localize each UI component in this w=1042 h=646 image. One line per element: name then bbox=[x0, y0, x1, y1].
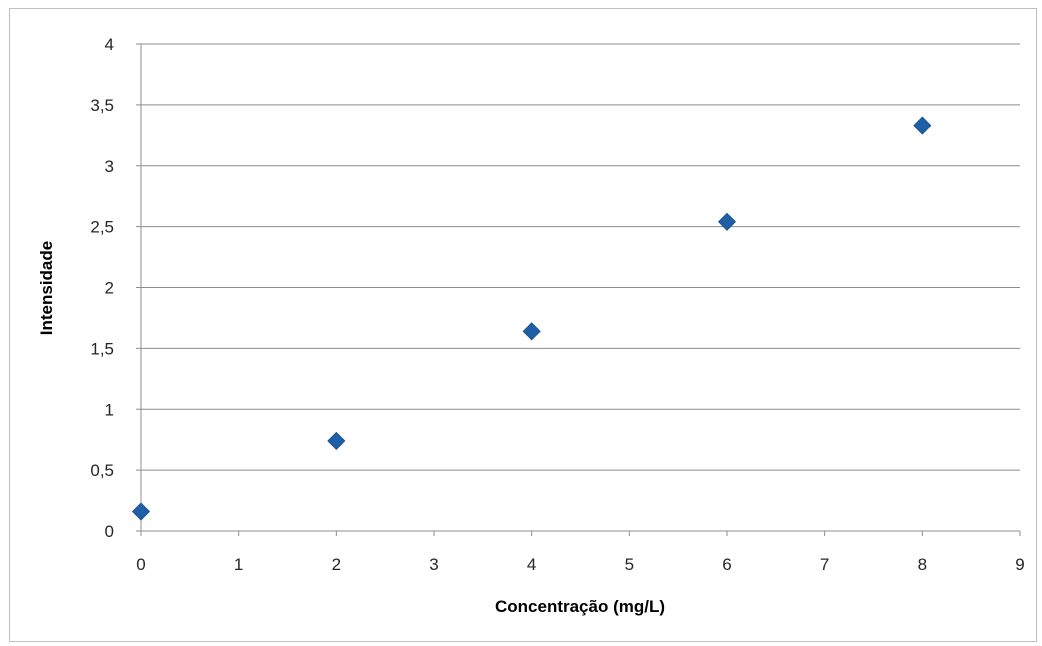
y-tick-label: 4 bbox=[105, 35, 114, 54]
x-tick-label: 6 bbox=[722, 555, 731, 574]
x-tick-label: 4 bbox=[527, 555, 536, 574]
x-tick-label: 9 bbox=[1015, 555, 1024, 574]
x-tick-label: 7 bbox=[820, 555, 829, 574]
x-tick-label: 0 bbox=[136, 555, 145, 574]
chart-area bbox=[9, 8, 1037, 642]
y-tick-label: 0 bbox=[105, 522, 114, 541]
gridlines bbox=[141, 43, 1020, 471]
data-point-marker bbox=[327, 431, 346, 450]
x-tick-label: 1 bbox=[234, 555, 243, 574]
x-tick-label: 8 bbox=[918, 555, 927, 574]
data-point-marker bbox=[913, 116, 932, 135]
data-points bbox=[131, 116, 932, 521]
x-tick-labels: 0 1 2 3 4 5 6 7 8 9 bbox=[136, 555, 1024, 574]
x-axis-title: Concentração (mg/L) bbox=[495, 597, 665, 616]
y-tick-label: 1 bbox=[105, 400, 114, 419]
x-tick-label: 2 bbox=[332, 555, 341, 574]
data-point-marker bbox=[522, 322, 541, 341]
x-tick-label: 5 bbox=[625, 555, 634, 574]
y-tick-labels: 0 0,5 1 1,5 2 2,5 3 3,5 4 bbox=[90, 35, 114, 541]
data-point-marker bbox=[131, 502, 151, 521]
y-tick-label: 2,5 bbox=[90, 218, 114, 237]
axes bbox=[136, 43, 1021, 536]
x-tick-label: 3 bbox=[429, 555, 438, 574]
y-tick-label: 3,5 bbox=[90, 96, 114, 115]
y-tick-label: 2 bbox=[105, 279, 114, 298]
y-tick-label: 0,5 bbox=[90, 461, 114, 480]
data-point-marker bbox=[717, 212, 737, 231]
y-axis-title: Intensidade bbox=[37, 241, 56, 335]
y-tick-label: 1,5 bbox=[90, 339, 114, 358]
y-tick-label: 3 bbox=[105, 157, 114, 176]
